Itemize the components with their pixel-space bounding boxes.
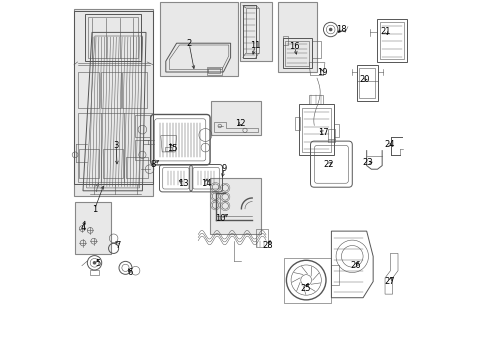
Circle shape xyxy=(93,261,97,265)
Bar xyxy=(294,117,300,130)
Text: 20: 20 xyxy=(359,76,370,85)
Bar xyxy=(285,41,309,66)
Bar xyxy=(302,108,331,152)
Bar xyxy=(126,157,148,178)
Bar xyxy=(360,68,375,98)
Bar xyxy=(211,101,261,135)
Text: 1: 1 xyxy=(92,205,97,214)
Text: 13: 13 xyxy=(178,179,188,188)
Bar xyxy=(283,36,288,45)
Text: 25: 25 xyxy=(300,284,311,293)
Bar xyxy=(331,265,339,285)
Bar xyxy=(357,65,378,101)
Text: 15: 15 xyxy=(167,144,177,153)
Bar xyxy=(208,68,220,73)
Text: 24: 24 xyxy=(385,140,395,149)
Bar xyxy=(165,147,172,151)
Bar xyxy=(240,2,272,61)
Bar xyxy=(312,41,320,58)
Bar xyxy=(207,67,221,75)
Text: 28: 28 xyxy=(262,241,272,250)
Text: 11: 11 xyxy=(250,41,260,50)
Bar xyxy=(79,149,99,178)
Text: 27: 27 xyxy=(385,277,395,286)
Text: 22: 22 xyxy=(323,161,334,169)
Bar xyxy=(160,2,238,76)
Bar xyxy=(75,202,111,254)
Text: 3: 3 xyxy=(113,141,119,150)
Bar xyxy=(284,258,331,303)
Bar xyxy=(74,9,153,196)
Text: 7: 7 xyxy=(116,241,121,250)
Bar xyxy=(334,124,339,137)
Bar xyxy=(103,149,122,178)
Bar xyxy=(309,95,323,104)
Bar xyxy=(278,2,317,72)
Text: 16: 16 xyxy=(290,42,300,51)
Text: 18: 18 xyxy=(336,25,347,34)
Bar xyxy=(135,140,149,160)
Text: 9: 9 xyxy=(221,164,227,173)
Bar xyxy=(299,104,334,155)
Text: 12: 12 xyxy=(235,118,246,127)
Text: 21: 21 xyxy=(381,27,392,36)
Text: 19: 19 xyxy=(317,68,328,77)
Circle shape xyxy=(329,28,333,31)
Bar xyxy=(88,17,138,58)
Text: 4: 4 xyxy=(80,223,86,232)
Bar xyxy=(377,19,407,62)
Bar xyxy=(210,178,261,234)
Text: 2: 2 xyxy=(187,40,192,49)
Bar xyxy=(283,38,312,68)
Text: 10: 10 xyxy=(215,214,226,223)
Text: 8: 8 xyxy=(150,160,156,169)
Text: 5: 5 xyxy=(96,259,101,268)
Bar xyxy=(380,22,404,59)
Bar xyxy=(90,270,99,275)
Text: 6: 6 xyxy=(128,269,133,277)
Bar xyxy=(85,14,141,61)
Bar xyxy=(77,113,153,182)
Text: 26: 26 xyxy=(350,261,361,270)
Text: 14: 14 xyxy=(201,179,211,188)
Text: 17: 17 xyxy=(318,128,329,137)
Bar xyxy=(122,72,147,108)
Text: 23: 23 xyxy=(363,158,373,167)
Bar xyxy=(328,129,335,142)
Bar xyxy=(256,229,269,247)
Bar xyxy=(77,72,99,108)
Bar xyxy=(101,72,121,108)
Bar xyxy=(135,115,149,137)
